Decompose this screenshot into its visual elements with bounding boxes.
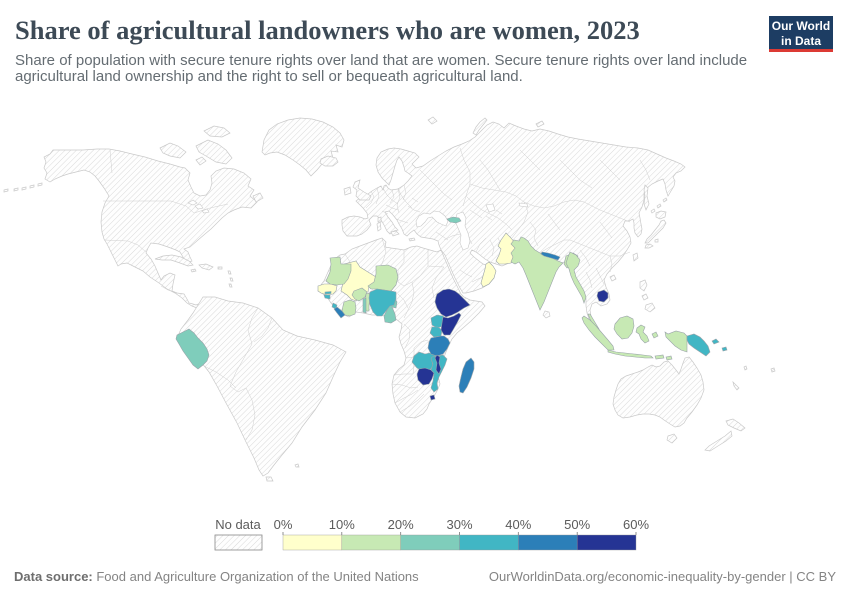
svg-text:No data: No data [215,517,261,532]
svg-text:30%: 30% [446,517,472,532]
svg-text:60%: 60% [623,517,649,532]
svg-text:40%: 40% [505,517,531,532]
svg-text:20%: 20% [388,517,414,532]
svg-text:0%: 0% [274,517,293,532]
svg-text:50%: 50% [564,517,590,532]
svg-text:10%: 10% [329,517,355,532]
